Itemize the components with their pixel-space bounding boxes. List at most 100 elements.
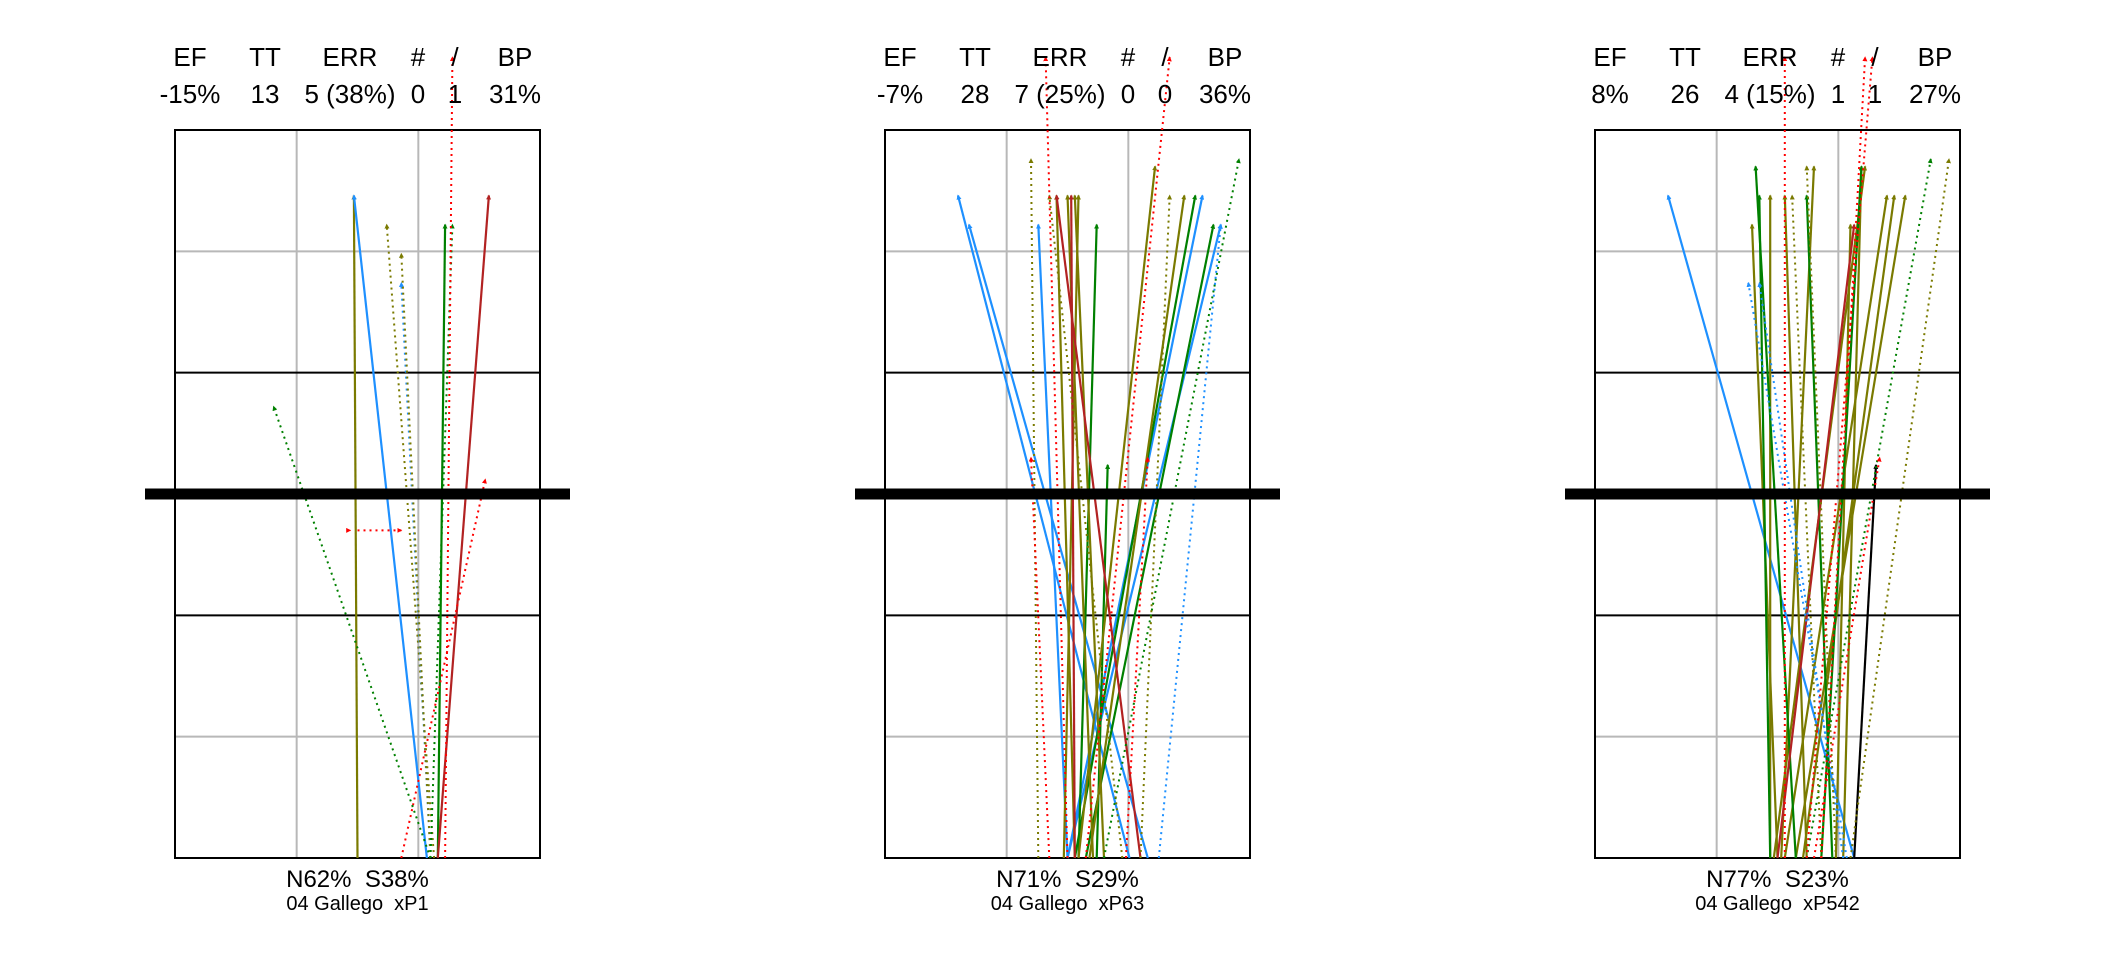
- stat-label: #: [1121, 42, 1136, 72]
- trajectory-20: [1028, 158, 1040, 859]
- trajectory-2: [967, 223, 1149, 859]
- stat-value: -7%: [877, 79, 923, 109]
- stat-label: /: [1871, 42, 1879, 72]
- trajectory-8: [384, 223, 436, 859]
- trajectory-5: [400, 478, 487, 859]
- zone-split: N77% S23%: [1706, 866, 1849, 893]
- trajectory-7: [1084, 223, 1216, 859]
- stat-label: #: [411, 42, 426, 72]
- stat-value: 1: [448, 79, 462, 109]
- trajectory-20: [1805, 158, 1933, 859]
- stat-label: TT: [1669, 42, 1701, 72]
- stat-value: 8%: [1591, 79, 1629, 109]
- court-panel-3: EF TT ERR # / BP 8% 26 4 (15%) 1 1 27% N77% S23%04 G…: [1565, 42, 1990, 915]
- trajectory-17: [1853, 463, 1879, 859]
- trajectory-1: [351, 194, 359, 859]
- trajectory-10: [1801, 194, 1897, 859]
- trajectory-12: [1072, 194, 1106, 859]
- trajectory-6: [1780, 165, 1817, 859]
- stat-value: 26: [1671, 79, 1700, 109]
- court-panel-2: EF TT ERR # / BP -7% 28 7 (25%) 0 0 36% N71% S29%04 …: [855, 42, 1280, 915]
- trajectory-26: [1820, 56, 1868, 859]
- trajectory-2: [351, 194, 428, 859]
- stat-value: 5 (38%): [304, 79, 395, 109]
- trajectory-5: [1782, 194, 1808, 859]
- stat-value: 0: [1158, 79, 1172, 109]
- stat-label: ERR: [1743, 42, 1798, 72]
- trajectory-1: [1666, 194, 1856, 859]
- stat-label: BP: [1208, 42, 1243, 72]
- stat-label: #: [1831, 42, 1846, 72]
- trajectory-21: [1849, 158, 1951, 859]
- stat-value: 13: [251, 79, 280, 109]
- stat-label: EF: [173, 42, 206, 72]
- stat-label: EF: [883, 42, 916, 72]
- trajectory-12: [429, 223, 455, 859]
- stat-label: TT: [959, 42, 991, 72]
- trajectory-10: [272, 405, 432, 859]
- player-label: 04 Gallego xP1: [286, 893, 428, 915]
- stat-label: EF: [1593, 42, 1626, 72]
- stat-value: 28: [961, 79, 990, 109]
- trajectory-4: [436, 194, 492, 859]
- trajectory-12: [1756, 194, 1772, 859]
- stat-label: BP: [498, 42, 533, 72]
- stat-value: -15%: [160, 79, 221, 109]
- trajectory-18: [1103, 158, 1241, 859]
- trajectories: [272, 56, 492, 859]
- trajectory-26: [1124, 456, 1151, 859]
- stat-value: 0: [1121, 79, 1135, 109]
- trajectory-25: [1805, 56, 1875, 859]
- trajectory-13: [1753, 165, 1797, 859]
- trajectory-27: [1813, 456, 1882, 859]
- stat-value: 1: [1868, 79, 1882, 109]
- trajectory-6: [1073, 194, 1198, 859]
- trajectory-23: [1804, 165, 1837, 859]
- zone-split: N71% S29%: [996, 866, 1139, 893]
- stat-value: 0: [411, 79, 425, 109]
- trajectory-22: [1139, 194, 1173, 859]
- trajectory-16: [1068, 194, 1076, 859]
- trajectory-17: [1054, 194, 1142, 859]
- trajectory-1: [956, 194, 1131, 859]
- stat-label: /: [1161, 42, 1169, 72]
- stat-value: 31%: [489, 79, 541, 109]
- player-label: 04 Gallego xP542: [1695, 893, 1860, 915]
- trajectory-13: [1054, 194, 1076, 859]
- trajectory-16: [1776, 223, 1857, 859]
- trajectory-9: [1794, 194, 1908, 859]
- stats-header: EF TT ERR # / BP 8% 26 4 (15%) 1 1 27%: [1591, 42, 1961, 109]
- stat-value: 27%: [1909, 79, 1961, 109]
- stat-value: 4 (15%): [1724, 79, 1815, 109]
- trajectory-2: [1834, 223, 1853, 859]
- trajectories: [1666, 56, 1951, 859]
- player-label: 04 Gallego xP63: [991, 893, 1144, 915]
- trajectory-9: [399, 281, 432, 859]
- trajectories: [956, 56, 1241, 859]
- trajectory-25: [1028, 456, 1051, 859]
- stat-label: /: [451, 42, 459, 72]
- stat-label: ERR: [1033, 42, 1088, 72]
- court-panel-1: EF TT ERR # / BP -15% 13 5 (38%) 0 1 31% N62% S38%04…: [145, 42, 570, 915]
- stat-label: BP: [1918, 42, 1953, 72]
- stat-value: 1: [1831, 79, 1845, 109]
- trajectory-24: [1084, 56, 1172, 859]
- trajectory-23: [1043, 56, 1069, 859]
- trajectory-22: [1789, 194, 1823, 859]
- stat-value: 7 (25%): [1014, 79, 1105, 109]
- trajectory-19: [1157, 223, 1223, 859]
- trajectory-13: [444, 56, 455, 859]
- trajectory-11: [1088, 194, 1187, 859]
- trajectory-15: [1804, 194, 1834, 859]
- stats-header: EF TT ERR # / BP -15% 13 5 (38%) 0 1 31%: [160, 42, 541, 109]
- trajectory-8: [1783, 194, 1889, 859]
- zone-split: N62% S38%: [286, 866, 429, 893]
- trajectory-3: [436, 223, 448, 859]
- trajectory-11: [398, 252, 432, 859]
- stat-value: 36%: [1199, 79, 1251, 109]
- stat-label: ERR: [323, 42, 378, 72]
- stats-header: EF TT ERR # / BP -7% 28 7 (25%) 0 0 36%: [877, 42, 1251, 109]
- trajectory-15: [1062, 194, 1081, 859]
- trajectory-3: [1035, 223, 1069, 859]
